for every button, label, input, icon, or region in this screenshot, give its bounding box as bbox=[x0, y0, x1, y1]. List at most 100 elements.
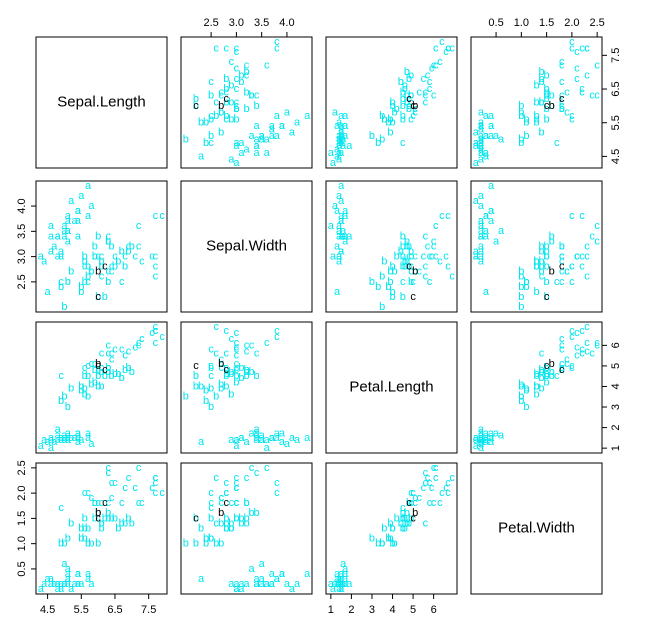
point: c bbox=[224, 364, 230, 376]
point: a bbox=[304, 110, 311, 122]
point: b bbox=[82, 389, 88, 401]
point: b bbox=[518, 137, 524, 149]
point: c bbox=[234, 83, 240, 95]
point: a bbox=[75, 428, 82, 440]
point: c bbox=[569, 360, 575, 372]
point: a bbox=[48, 230, 55, 242]
point: a bbox=[284, 107, 291, 119]
point: a bbox=[78, 434, 85, 446]
point: b bbox=[68, 266, 74, 278]
point: a bbox=[334, 120, 341, 132]
point: a bbox=[65, 573, 72, 585]
point: c bbox=[579, 83, 585, 95]
point: a bbox=[274, 573, 281, 585]
point: a bbox=[346, 578, 353, 590]
point: c bbox=[410, 487, 416, 499]
point: b bbox=[400, 113, 406, 125]
panel-frame bbox=[470, 321, 603, 454]
point: a bbox=[75, 230, 82, 242]
point: a bbox=[51, 578, 58, 590]
point: a bbox=[336, 251, 343, 263]
point: c bbox=[564, 107, 570, 119]
point: c bbox=[229, 333, 235, 345]
point: b bbox=[549, 266, 555, 278]
point: b bbox=[404, 517, 410, 529]
point: a bbox=[332, 107, 339, 119]
point: a bbox=[198, 573, 205, 585]
point: b bbox=[105, 362, 111, 374]
point: c bbox=[559, 251, 565, 263]
point: a bbox=[248, 130, 255, 142]
point: a bbox=[254, 578, 261, 590]
point: c bbox=[594, 90, 600, 102]
point: c bbox=[213, 517, 219, 529]
point: a bbox=[338, 245, 345, 257]
point: a bbox=[334, 240, 341, 252]
point: c bbox=[224, 93, 230, 105]
point: c bbox=[244, 472, 250, 484]
point: b bbox=[533, 368, 539, 380]
point: b bbox=[385, 533, 391, 545]
point: c bbox=[559, 251, 565, 263]
point: c bbox=[234, 364, 240, 376]
point: b bbox=[58, 538, 64, 550]
point: b bbox=[381, 522, 387, 534]
point: a bbox=[85, 568, 92, 580]
point: b bbox=[125, 362, 131, 374]
point: c bbox=[559, 364, 565, 376]
point: a bbox=[488, 436, 495, 448]
point: a bbox=[478, 434, 485, 446]
point: a bbox=[264, 442, 271, 454]
point: a bbox=[61, 230, 68, 242]
point: a bbox=[75, 578, 82, 590]
point: c bbox=[234, 103, 240, 115]
point: a bbox=[478, 240, 485, 252]
point: b bbox=[95, 507, 101, 519]
point: c bbox=[412, 103, 418, 115]
point: c bbox=[559, 266, 565, 278]
point: b bbox=[518, 266, 524, 278]
x-tick-label: 3.5 bbox=[254, 17, 269, 29]
point: c bbox=[449, 472, 455, 484]
point: c bbox=[218, 358, 224, 370]
point: a bbox=[483, 432, 490, 444]
point: a bbox=[259, 434, 266, 446]
point: a bbox=[61, 558, 68, 570]
point: b bbox=[85, 538, 91, 550]
x-tick-label: 6.5 bbox=[107, 604, 122, 616]
point: a bbox=[478, 107, 485, 119]
point: a bbox=[233, 434, 240, 446]
point: c bbox=[431, 462, 437, 474]
point: c bbox=[92, 358, 98, 370]
point: c bbox=[569, 362, 575, 374]
point: a bbox=[269, 578, 276, 590]
point: a bbox=[498, 225, 505, 237]
panel-frame bbox=[180, 36, 313, 169]
point: a bbox=[65, 434, 72, 446]
point: b bbox=[228, 113, 234, 125]
point: c bbox=[431, 90, 437, 102]
point: b bbox=[533, 113, 539, 125]
point: c bbox=[82, 261, 88, 273]
point: b bbox=[544, 362, 550, 374]
point: b bbox=[223, 522, 229, 534]
point: a bbox=[338, 568, 345, 580]
point: a bbox=[478, 424, 485, 436]
point: c bbox=[244, 69, 250, 81]
point: a bbox=[55, 583, 62, 595]
point: b bbox=[389, 261, 395, 273]
point: c bbox=[412, 497, 418, 509]
point: b bbox=[233, 370, 239, 382]
point: a bbox=[71, 215, 78, 227]
point: b bbox=[68, 517, 74, 529]
point: a bbox=[75, 215, 82, 227]
point: b bbox=[78, 533, 84, 545]
point: a bbox=[483, 428, 490, 440]
point: c bbox=[99, 271, 105, 283]
point: b bbox=[228, 366, 234, 378]
point: c bbox=[249, 90, 255, 102]
point: c bbox=[569, 113, 575, 125]
point: b bbox=[400, 93, 406, 105]
point: a bbox=[336, 225, 343, 237]
point: b bbox=[544, 240, 550, 252]
